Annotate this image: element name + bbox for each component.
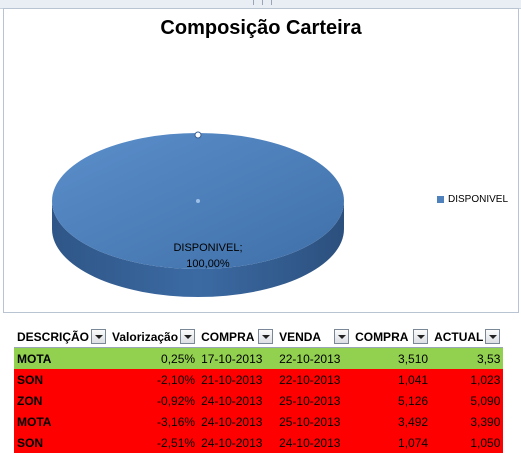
cell-venda-date[interactable]: 25-10-2013 [276, 411, 353, 432]
filter-dropdown-button[interactable] [258, 329, 274, 344]
cell-compra-price[interactable]: 1,041 [352, 369, 432, 390]
cell-valorizacao[interactable]: 0,25% [109, 347, 199, 369]
column-header-label: COMPRA [355, 329, 409, 344]
cell-valorizacao[interactable]: -2,10% [109, 369, 199, 390]
cell-actual-price[interactable]: 3,53 [431, 347, 504, 369]
cell-valorizacao[interactable]: -0,92% [109, 390, 199, 411]
column-header-label: DESCRIÇÃO [17, 329, 90, 344]
table-row[interactable]: MOTA -3,16% 24-10-2013 25-10-2013 3,492 … [14, 411, 504, 432]
table-row[interactable]: ZON -0,92% 24-10-2013 25-10-2013 5,126 5… [14, 390, 504, 411]
cell-compra-price[interactable]: 3,492 [352, 411, 432, 432]
cell-actual-price[interactable]: 3,390 [431, 411, 504, 432]
cell-valorizacao[interactable]: -3,16% [109, 411, 199, 432]
cell-venda-date[interactable]: 22-10-2013 [276, 347, 353, 369]
chart-title: Composição Carteira [160, 17, 362, 39]
slice-data-label: DISPONIVEL; [173, 242, 242, 254]
cell-venda-date[interactable]: 22-10-2013 [276, 369, 353, 390]
filter-dropdown-button[interactable] [334, 329, 350, 344]
cell-descricao[interactable]: SON [14, 369, 110, 390]
cell-descricao[interactable]: MOTA [14, 347, 110, 369]
cell-actual-price[interactable]: 1,023 [431, 369, 504, 390]
column-header[interactable]: COMPRA [198, 326, 277, 348]
column-header[interactable]: DESCRIÇÃO [14, 326, 110, 348]
column-header[interactable]: VENDA [276, 326, 353, 348]
cell-compra-price[interactable]: 1,074 [352, 432, 432, 453]
filter-dropdown-button[interactable] [413, 329, 429, 344]
table-row[interactable]: SON -2,51% 24-10-2013 24-10-2013 1,074 1… [14, 432, 504, 453]
column-header-label: ACTUAL [434, 329, 484, 344]
cell-descricao[interactable]: ZON [14, 390, 110, 411]
cell-actual-price[interactable]: 1,050 [431, 432, 504, 453]
table-row[interactable]: MOTA 0,25% 17-10-2013 22-10-2013 3,510 3… [14, 347, 504, 369]
cell-compra-price[interactable]: 3,510 [352, 347, 432, 369]
cell-compra-date[interactable]: 21-10-2013 [198, 369, 277, 390]
pie-slice-side [52, 201, 344, 297]
slice-data-percent: 100,00% [186, 258, 230, 270]
column-header[interactable]: Valorização [109, 326, 199, 348]
column-header-label: COMPRA [201, 329, 255, 344]
cell-compra-date[interactable]: 24-10-2013 [198, 411, 277, 432]
column-header[interactable]: ACTUAL [431, 326, 504, 348]
cell-valorizacao[interactable]: -2,51% [109, 432, 199, 453]
cell-compra-date[interactable]: 24-10-2013 [198, 432, 277, 453]
cell-compra-date[interactable]: 24-10-2013 [198, 390, 277, 411]
column-tick [262, 0, 263, 5]
column-header[interactable]: COMPRA [352, 326, 432, 348]
column-header-label: Valorização [112, 329, 179, 344]
cell-compra-price[interactable]: 5,126 [352, 390, 432, 411]
cell-venda-date[interactable]: 25-10-2013 [276, 390, 353, 411]
legend-swatch [437, 196, 444, 203]
center-point [196, 199, 200, 203]
filter-dropdown-button[interactable] [91, 329, 107, 344]
column-tick [271, 0, 272, 5]
legend-label: DISPONIVEL [448, 194, 509, 205]
pie-plot: DISPONIVEL; 100,00% [52, 131, 344, 297]
pie-chart[interactable]: Composição Carteira DISPONIVEL; 100,00% … [3, 8, 519, 313]
filter-dropdown-button[interactable] [485, 329, 501, 344]
portfolio-table: DESCRIÇÃO Valorização COMPRA VENDA COMPR… [14, 326, 504, 453]
column-tick [253, 0, 254, 5]
cell-descricao[interactable]: MOTA [14, 411, 110, 432]
table-row[interactable]: SON -2,10% 21-10-2013 22-10-2013 1,041 1… [14, 369, 504, 390]
column-header-label: VENDA [279, 329, 322, 344]
table-header-row: DESCRIÇÃO Valorização COMPRA VENDA COMPR… [14, 326, 504, 348]
selection-handle[interactable] [194, 131, 202, 139]
cell-actual-price[interactable]: 5,090 [431, 390, 504, 411]
cell-venda-date[interactable]: 24-10-2013 [276, 432, 353, 453]
chart-legend: DISPONIVEL [437, 194, 508, 205]
filter-dropdown-button[interactable] [180, 329, 196, 344]
cell-descricao[interactable]: SON [14, 432, 110, 453]
cell-compra-date[interactable]: 17-10-2013 [198, 347, 277, 369]
